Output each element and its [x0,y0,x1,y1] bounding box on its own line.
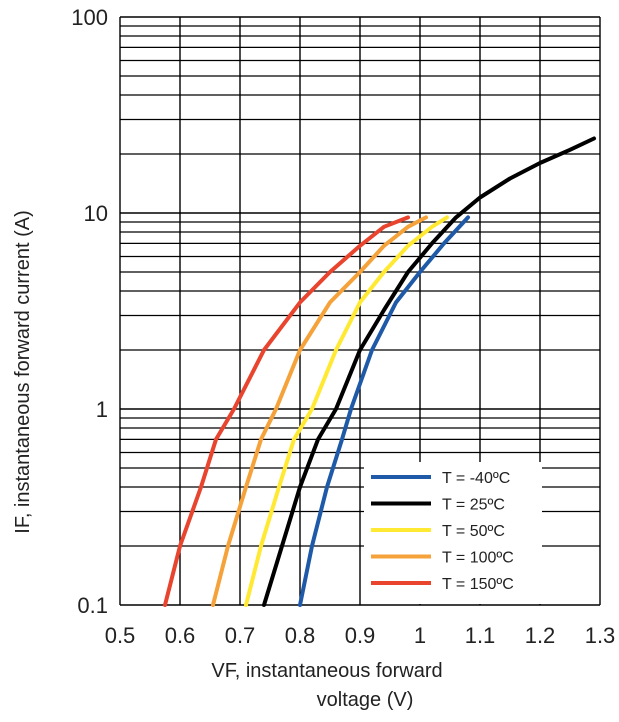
series-line-t25c [262,136,596,607]
y-tick-label: 100 [71,5,108,30]
x-tick-label: 0.7 [225,623,256,648]
legend-label: T = 50ºC [442,523,505,540]
x-tick-label: 1 [414,623,426,648]
legend-label: T = 100ºC [442,550,514,567]
legend-label: T = 25ºC [442,497,505,514]
series-lines [163,136,596,607]
x-tick-label: 0.6 [165,623,196,648]
x-tick-label: 0.5 [105,623,136,648]
y-tick-labels: 0.1 1 10 100 [71,5,108,618]
x-tick-label: 1.1 [465,623,496,648]
x-tick-label: 0.9 [345,623,376,648]
x-tick-labels: 0.5 0.6 0.7 0.8 0.9 1 1.1 1.2 1.3 [105,623,616,648]
y-tick-label: 1 [96,397,108,422]
legend-label: T = 150ºC [442,576,514,593]
major-gridlines [119,16,601,606]
x-axis-title-line2: voltage (V) [317,689,414,711]
x-tick-label: 1.3 [585,623,616,648]
x-axis-title-line1: VF, instantaneous forward [211,660,442,682]
series-line-t50c [244,215,449,607]
series-line-t-40c [298,215,470,607]
y-tick-label: 0.1 [77,593,108,618]
legend-box [364,462,542,604]
y-axis-title: IF, instantaneous forward current (A) [12,210,34,533]
x-tick-label: 1.2 [525,623,556,648]
y-tick-label: 10 [84,201,108,226]
x-tick-label: 0.8 [285,623,316,648]
series-line-t100c [211,215,428,607]
legend-label: T = -40ºC [442,470,510,487]
legend: T = -40ºC T = 25ºC T = 50ºC T = 100ºC T = 15… [364,462,542,604]
series-line-t150c [163,215,410,607]
